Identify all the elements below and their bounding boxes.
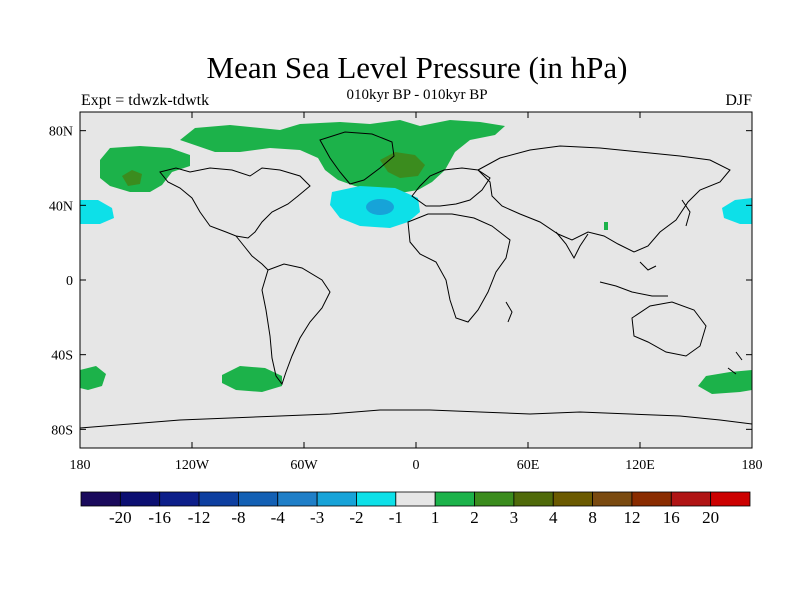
coastline-japan [681, 199, 691, 227]
x-tick-label: 180 [70, 458, 91, 473]
colorbar-swatch [356, 491, 397, 507]
coastline-central-america [235, 235, 269, 271]
colorbar-swatch [395, 491, 436, 507]
coastline-antarctica [80, 409, 752, 429]
x-tick-label: 60W [290, 458, 318, 473]
coastline-asia [477, 145, 731, 253]
x-tick-label: 0 [413, 458, 420, 473]
colorbar-swatch [631, 491, 672, 507]
colorbar-label: 16 [663, 508, 680, 527]
anomaly-region-pacific-strong [122, 170, 142, 186]
y-axis: 80N 40N 0 40S 80S [49, 125, 752, 438]
coastline-india [555, 231, 589, 260]
y-tick-label: 40N [49, 199, 73, 214]
y-tick-label: 40S [51, 349, 73, 364]
x-axis: 180 120W 60W 0 60E 120E 180 [70, 112, 763, 473]
colorbar-label: -1 [389, 508, 403, 527]
coastlines [80, 131, 752, 429]
coastline-africa [407, 213, 511, 323]
anomaly-region-west-pacific-negative [80, 200, 114, 224]
pressure-anomaly-fills [80, 120, 752, 394]
y-tick-label: 80S [51, 423, 73, 438]
coastline-south-america [261, 263, 331, 386]
experiment-label: Expt = tdwzk-tdwtk [81, 92, 210, 109]
season-label: DJF [725, 92, 752, 109]
coastline-indonesia [599, 261, 668, 297]
x-tick-label: 120E [625, 458, 655, 473]
y-tick-label: 0 [66, 274, 73, 289]
colorbar-label: 3 [510, 508, 519, 527]
colorbar-swatch [316, 491, 357, 507]
colorbar-swatch [198, 491, 239, 507]
coastline-madagascar [505, 301, 513, 323]
y-tick-label: 80N [49, 125, 73, 140]
coastline-europe [411, 167, 491, 207]
colorbar-label: -3 [310, 508, 324, 527]
coastline-north-america [159, 167, 311, 239]
colorbar-swatch [119, 491, 161, 507]
colorbar-swatch [474, 491, 515, 507]
colorbar-swatch [592, 491, 633, 507]
colorbar-label: 1 [431, 508, 440, 527]
colorbar-swatch [238, 491, 279, 507]
coastline-australia [631, 301, 707, 357]
anomaly-region-small-asia [604, 222, 608, 230]
colorbar-swatch [159, 491, 200, 507]
coastline-new-zealand [727, 351, 743, 375]
colorbar-label: 4 [549, 508, 558, 527]
colorbar-swatch [670, 491, 712, 507]
colorbar-label: -16 [148, 508, 171, 527]
x-tick-label: 120W [175, 458, 210, 473]
anomaly-region-south-west-positive [80, 366, 106, 390]
anomaly-region-pacific-positive [100, 146, 190, 192]
x-tick-label: 60E [517, 458, 540, 473]
colorbar-swatch [513, 491, 554, 507]
colorbar-swatch [710, 491, 751, 507]
anomaly-region-east-pacific-negative [722, 198, 752, 224]
colorbar-label: 20 [702, 508, 719, 527]
anomaly-region-south-east-positive [698, 370, 752, 394]
chart-subtitle: 010kyr BP - 010kyr BP [346, 87, 488, 103]
colorbar-label: 2 [470, 508, 479, 527]
anomaly-region-atlantic-strong [366, 199, 394, 215]
colorbar-label: 12 [623, 508, 640, 527]
colorbar-label: -12 [188, 508, 211, 527]
colorbar: -20 -16 -12 -8 -4 -3 -2 -1 1 2 3 4 8 12 16 20 [80, 491, 751, 527]
colorbar-label: -20 [109, 508, 132, 527]
coastline-greenland [319, 131, 395, 185]
colorbar-swatch [277, 491, 318, 507]
chart-title: Mean Sea Level Pressure (in hPa) [206, 50, 628, 85]
colorbar-label: 8 [588, 508, 597, 527]
colorbar-swatch [80, 491, 121, 507]
colorbar-label: -2 [349, 508, 363, 527]
colorbar-swatch [434, 491, 475, 507]
colorbar-label: -4 [271, 508, 286, 527]
x-tick-label: 180 [742, 458, 763, 473]
anomaly-region-arctic-positive [180, 120, 505, 193]
anomaly-region-south-pacific-positive [222, 366, 282, 392]
colorbar-label: -8 [231, 508, 245, 527]
colorbar-swatch [552, 491, 593, 507]
